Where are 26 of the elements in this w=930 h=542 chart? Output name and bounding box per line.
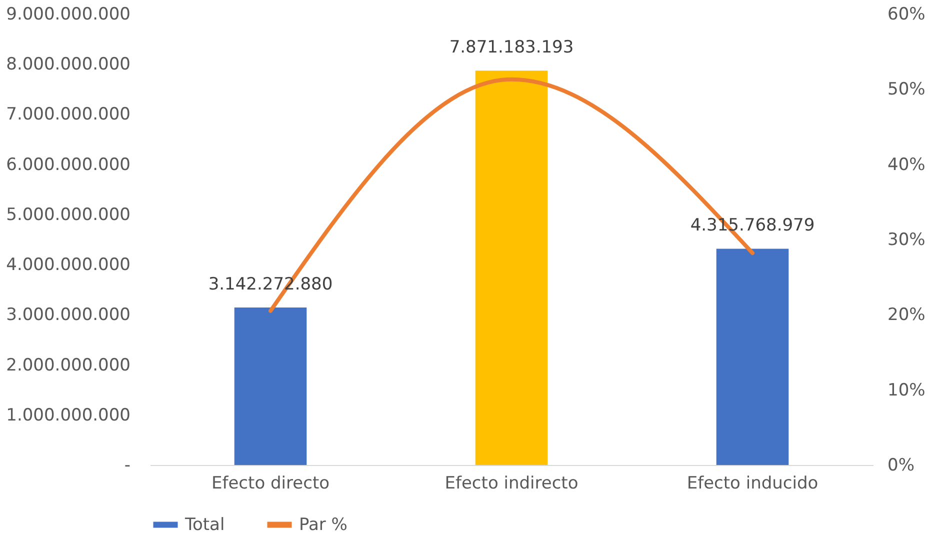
y2-tick-label: 0% bbox=[888, 456, 914, 476]
x-tick-label: Efecto directo bbox=[211, 474, 330, 494]
legend-label: Par % bbox=[299, 514, 348, 535]
bar bbox=[234, 308, 307, 465]
y-tick-label: 8.000.000.000 bbox=[6, 54, 130, 75]
y-tick-label: 4.000.000.000 bbox=[6, 255, 130, 276]
bar bbox=[475, 70, 548, 465]
y-tick-label: 1.000.000.000 bbox=[6, 405, 130, 426]
x-tick-label: Efecto indirecto bbox=[444, 474, 578, 494]
y2-tick-label: 40% bbox=[888, 154, 926, 175]
y-tick-label: 7.000.000.000 bbox=[6, 104, 130, 125]
y-tick-label: 3.000.000.000 bbox=[6, 305, 130, 326]
bar bbox=[716, 248, 789, 465]
y2-tick-label: 60% bbox=[888, 4, 926, 24]
y-tick-label: 9.000.000.000 bbox=[6, 4, 130, 24]
y2-tick-label: 30% bbox=[888, 230, 926, 250]
y-tick-label: 6.000.000.000 bbox=[6, 154, 130, 175]
y2-tick-label: 10% bbox=[888, 380, 926, 400]
y-tick-label: - bbox=[124, 456, 130, 476]
legend-label: Total bbox=[184, 514, 225, 535]
x-tick-label: Efecto inducido bbox=[686, 474, 818, 494]
y-tick-label: 2.000.000.000 bbox=[6, 355, 130, 376]
y-tick-label: 5.000.000.000 bbox=[6, 204, 130, 225]
y2-tick-label: 20% bbox=[888, 305, 926, 326]
data-label: 7.871.183.193 bbox=[449, 38, 574, 58]
y2-tick-label: 50% bbox=[888, 80, 926, 100]
